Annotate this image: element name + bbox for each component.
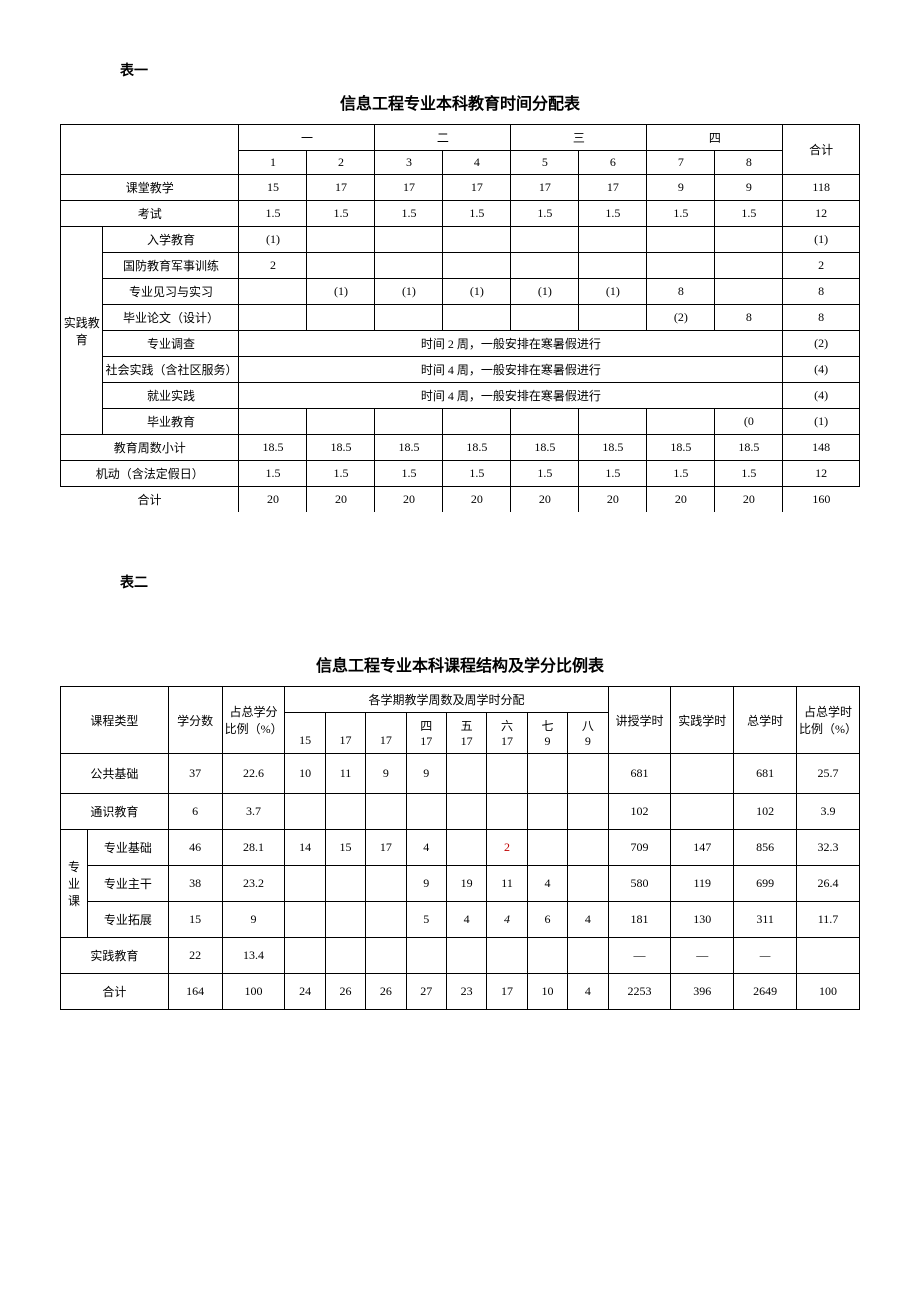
t1-row-gradedu: 毕业教育 (0 (1) — [61, 409, 860, 435]
t2-general-label: 通识教育 — [61, 794, 169, 830]
t1-sem-4: 4 — [443, 151, 511, 175]
table2-title: 信息工程专业本科课程结构及学分比例表 — [60, 652, 860, 676]
t2-h-pct-credit: 占总学分比例（%） — [222, 687, 285, 754]
t1-row-intern: 专业见习与实习 (1) (1) (1) (1) (1) 8 8 — [61, 279, 860, 305]
t2-h-type: 课程类型 — [61, 687, 169, 754]
t1-row-total: 合计 20 20 20 20 20 20 20 20 160 — [61, 487, 860, 513]
t1-military-label: 国防教育军事训练 — [103, 253, 239, 279]
t2-row-majext: 专业拓展 15 9 5 4 4 6 4 181 130 311 11.7 — [61, 902, 860, 938]
t1-subtotal-label: 教育周数小计 — [61, 435, 239, 461]
t1-row-exam: 考试 1.5 1.5 1.5 1.5 1.5 1.5 1.5 1.5 12 — [61, 201, 860, 227]
table1: 一 二 三 四 合计 1 2 3 4 5 6 7 8 课堂教学 15 17 17… — [60, 124, 860, 512]
t1-row-social: 社会实践（含社区服务） 时间 4 周，一般安排在寒暑假进行 (4) — [61, 357, 860, 383]
t1-year-2: 二 — [375, 125, 511, 151]
t2-majbase-label: 专业基础 — [87, 830, 168, 866]
t2-row-majbase: 专业课 专业基础 46 28.1 14 15 17 4 2 709 147 85… — [61, 830, 860, 866]
t2-h-lecture: 讲授学时 — [608, 687, 671, 754]
t1-sem-8: 8 — [715, 151, 783, 175]
table2: 课程类型 学分数 占总学分比例（%） 各学期教学周数及周学时分配 讲授学时 实践… — [60, 686, 860, 1010]
t1-year-4: 四 — [647, 125, 783, 151]
t2-row-pracedu: 实践教育 22 13.4 — — — — [61, 938, 860, 974]
t2-pracedu-label: 实践教育 — [61, 938, 169, 974]
t1-entry-label: 入学教育 — [103, 227, 239, 253]
t1-gradedu-label: 毕业教育 — [103, 409, 239, 435]
table1-title: 信息工程专业本科教育时间分配表 — [60, 90, 860, 114]
t1-employ-span: 时间 4 周，一般安排在寒暑假进行 — [239, 383, 783, 409]
t1-survey-span: 时间 2 周，一般安排在寒暑假进行 — [239, 331, 783, 357]
t2-h-week-dist: 各学期教学周数及周学时分配 — [285, 687, 608, 713]
t2-majext-label: 专业拓展 — [87, 902, 168, 938]
t1-sem-5: 5 — [511, 151, 579, 175]
t1-classroom-label: 课堂教学 — [61, 175, 239, 201]
t2-row-general: 通识教育 6 3.7 102 102 3.9 — [61, 794, 860, 830]
t2-h-pct-hours: 占总学时比例（%） — [797, 687, 860, 754]
t1-survey-label: 专业调查 — [103, 331, 239, 357]
t1-intern-label: 专业见习与实习 — [103, 279, 239, 305]
t1-sem-7: 7 — [647, 151, 715, 175]
t1-row-classroom: 课堂教学 15 17 17 17 17 17 9 9 118 — [61, 175, 860, 201]
t2-h-practice: 实践学时 — [671, 687, 734, 754]
t1-row-survey: 专业调查 时间 2 周，一般安排在寒暑假进行 (2) — [61, 331, 860, 357]
table2-label: 表二 — [120, 572, 860, 592]
t2-row-public: 公共基础 37 22.6 10 11 9 9 681 681 25.7 — [61, 754, 860, 794]
t2-major-group: 专业课 — [61, 830, 88, 938]
t1-total-header: 合计 — [783, 125, 860, 175]
t1-row-entry: 实践教育 入学教育 (1) (1) — [61, 227, 860, 253]
t2-header-row1: 课程类型 学分数 占总学分比例（%） 各学期教学周数及周学时分配 讲授学时 实践… — [61, 687, 860, 713]
t1-social-span: 时间 4 周，一般安排在寒暑假进行 — [239, 357, 783, 383]
t1-sem-2: 2 — [307, 151, 375, 175]
table1-label: 表一 — [120, 60, 860, 80]
t1-sem-6: 6 — [579, 151, 647, 175]
t1-sem-3: 3 — [375, 151, 443, 175]
t2-public-label: 公共基础 — [61, 754, 169, 794]
t1-row-thesis: 毕业论文（设计） (2) 8 8 — [61, 305, 860, 331]
t1-year-3: 三 — [511, 125, 647, 151]
t1-exam-label: 考试 — [61, 201, 239, 227]
t2-total-label: 合计 — [61, 974, 169, 1010]
t1-row-flex: 机动（含法定假日） 1.5 1.5 1.5 1.5 1.5 1.5 1.5 1.… — [61, 461, 860, 487]
t1-flex-label: 机动（含法定假日） — [61, 461, 239, 487]
t2-majcore-label: 专业主干 — [87, 866, 168, 902]
t1-row-subtotal: 教育周数小计 18.5 18.5 18.5 18.5 18.5 18.5 18.… — [61, 435, 860, 461]
t2-row-total: 合计 164 100 24 26 26 27 23 17 10 4 2253 3… — [61, 974, 860, 1010]
t2-h-credits: 学分数 — [168, 687, 222, 754]
t1-employ-label: 就业实践 — [103, 383, 239, 409]
t1-row-military: 国防教育军事训练 2 2 — [61, 253, 860, 279]
t1-sem-1: 1 — [239, 151, 307, 175]
t1-thesis-label: 毕业论文（设计） — [103, 305, 239, 331]
t1-total-label: 合计 — [61, 487, 239, 513]
t2-row-majcore: 专业主干 38 23.2 9 19 11 4 580 119 699 26.4 — [61, 866, 860, 902]
t1-header-years: 一 二 三 四 合计 — [61, 125, 860, 151]
t2-h-total-hours: 总学时 — [734, 687, 797, 754]
t1-row-employ: 就业实践 时间 4 周，一般安排在寒暑假进行 (4) — [61, 383, 860, 409]
t1-year-1: 一 — [239, 125, 375, 151]
t1-social-label: 社会实践（含社区服务） — [103, 357, 239, 383]
t1-practice-group: 实践教育 — [61, 227, 103, 435]
